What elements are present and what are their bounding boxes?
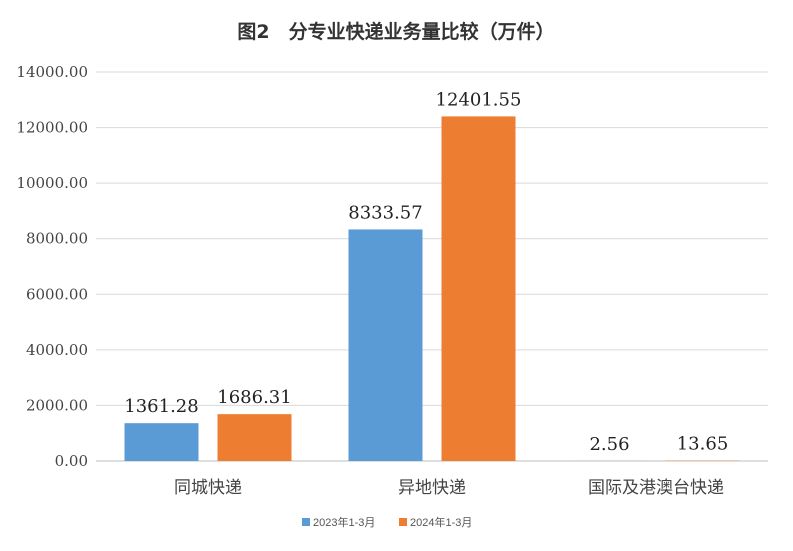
legend-label: 2023年1-3月 [313, 515, 375, 529]
data-label: 13.65 [677, 434, 729, 455]
y-tick-label: 14000.00 [16, 63, 88, 81]
y-tick-label: 12000.00 [16, 119, 88, 137]
x-category-label: 同城快递 [174, 478, 242, 498]
legend-label: 2024年1-3月 [410, 515, 472, 529]
x-category-label: 异地快递 [398, 478, 466, 498]
legend-swatch [399, 518, 407, 526]
data-label: 12401.55 [436, 89, 522, 110]
bar [124, 423, 199, 461]
y-tick-label: 10000.00 [16, 174, 88, 192]
data-label: 2.56 [589, 434, 629, 455]
data-label: 1361.28 [124, 396, 198, 417]
x-category-label: 国际及港澳台快递 [588, 478, 724, 498]
bar [441, 116, 516, 462]
bar [348, 229, 423, 461]
data-label: 8333.57 [348, 202, 422, 223]
y-tick-label: 8000.00 [26, 230, 88, 248]
chart-title: 图2 分专业快递业务量比较（万件） [237, 20, 554, 43]
y-tick-label: 2000.00 [26, 396, 88, 414]
legend-swatch [302, 518, 310, 526]
y-tick-label: 4000.00 [26, 341, 88, 359]
data-label: 1686.31 [217, 387, 291, 408]
y-tick-label: 6000.00 [26, 285, 88, 303]
bar [217, 414, 292, 461]
y-tick-label: 0.00 [55, 452, 88, 470]
